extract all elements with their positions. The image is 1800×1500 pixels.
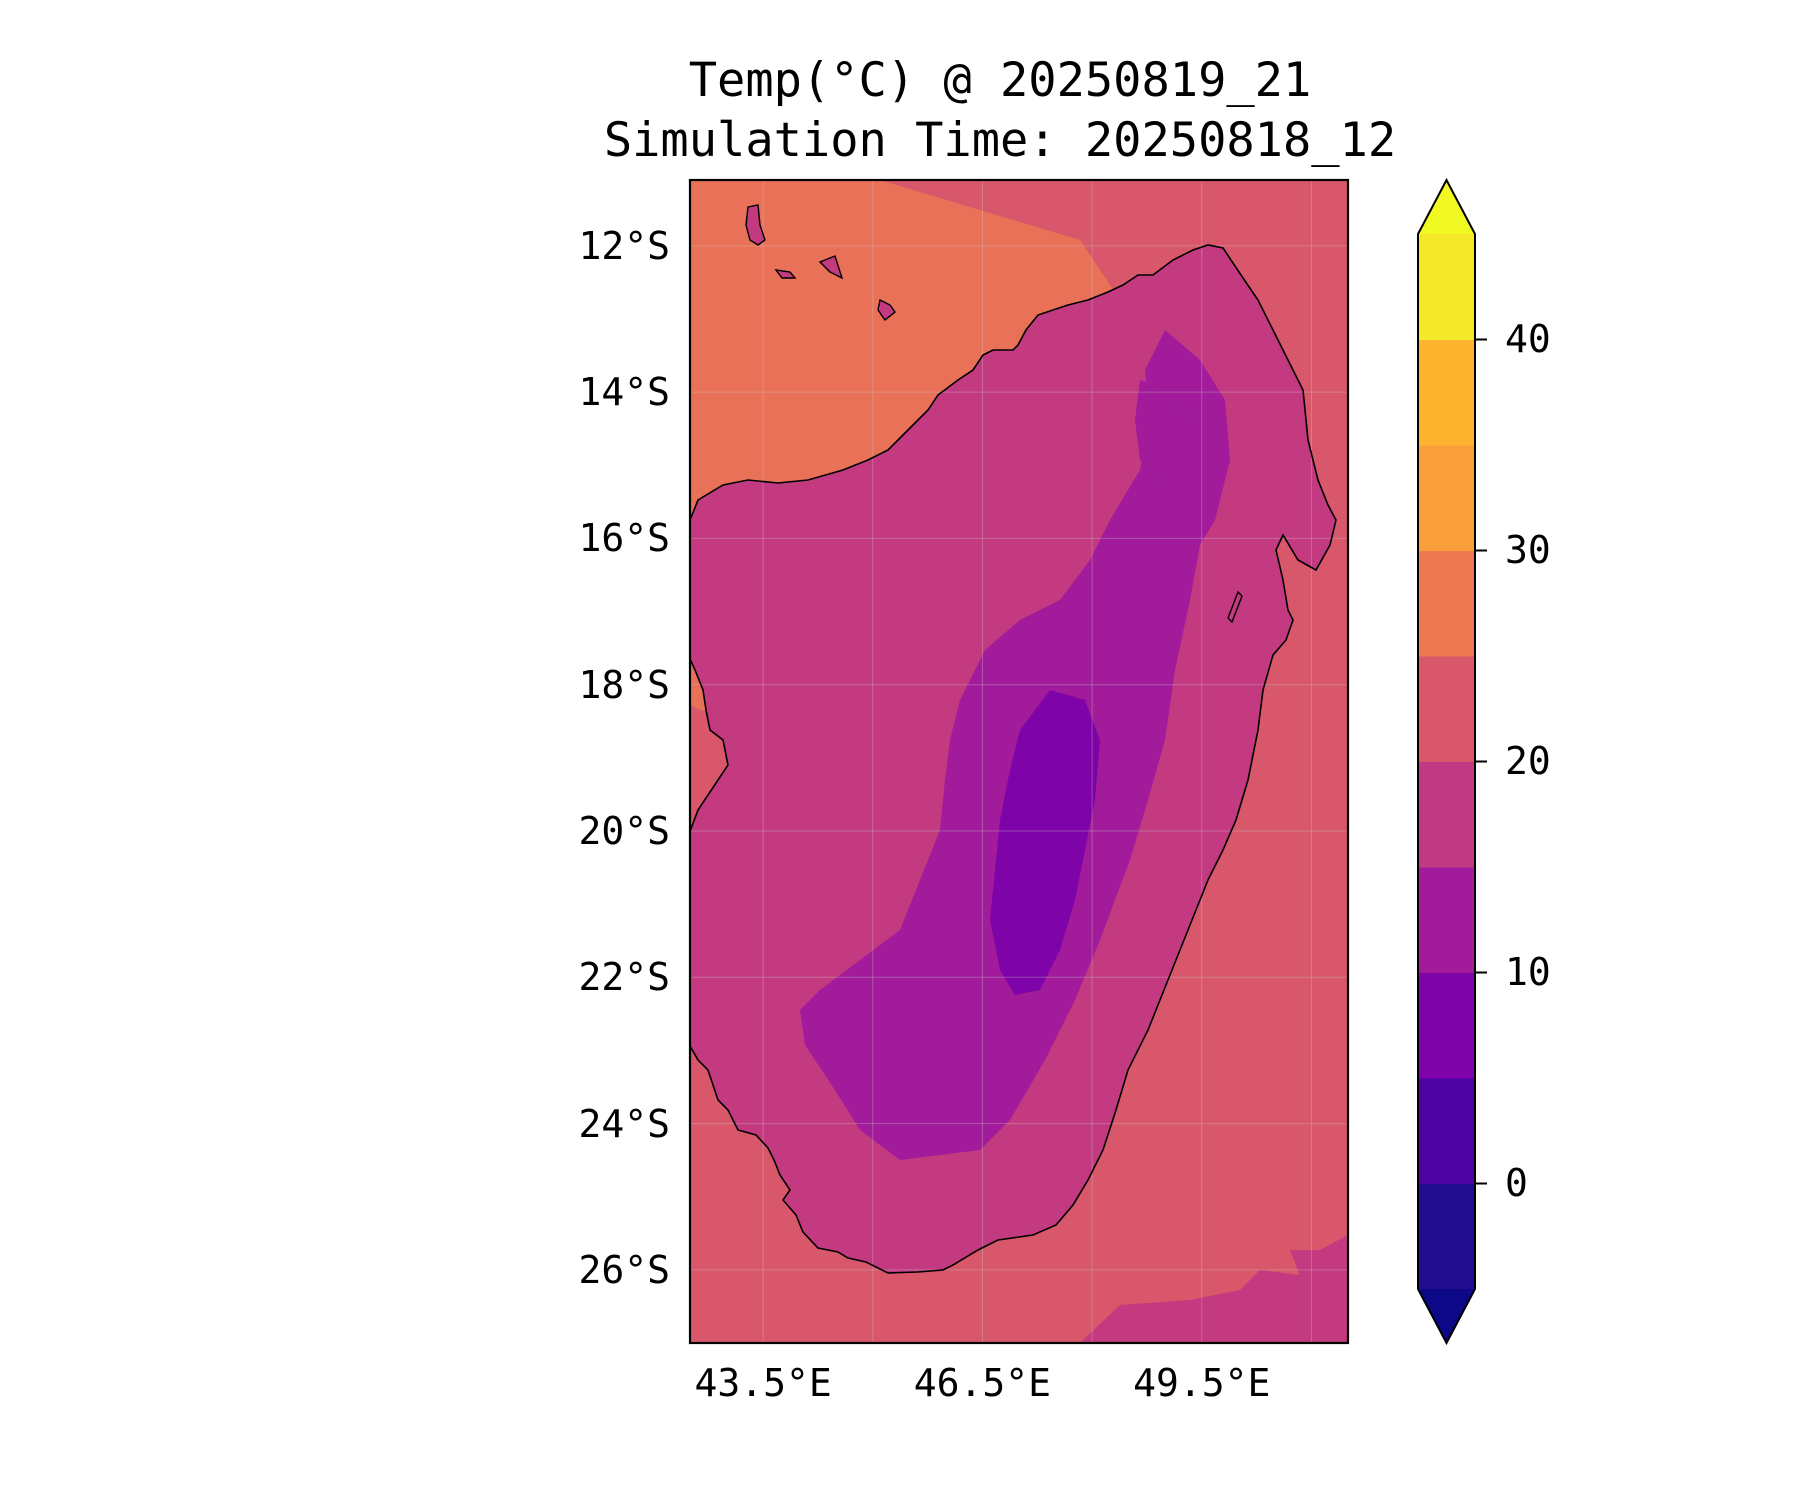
latitude-tick-label: 18°S: [578, 662, 670, 707]
latitude-tick-label: 16°S: [578, 516, 670, 561]
colorbar-segment: [1418, 339, 1475, 446]
colorbar-segment: [1418, 445, 1475, 551]
colorbar-segment: [1418, 1078, 1475, 1184]
colorbar-segment: [1418, 867, 1475, 973]
longitude-tick-label: 49.5°E: [1133, 1361, 1271, 1405]
colorbar-segment: [1418, 656, 1475, 762]
map-subtitle: Simulation Time: 20250818_12: [603, 113, 1397, 168]
colorbar-tick-label: 0: [1505, 1160, 1528, 1205]
latitude-tick-label: 24°S: [578, 1101, 670, 1146]
central-plateau-region: [990, 690, 1100, 995]
latitude-tick-label: 20°S: [578, 808, 670, 853]
longitude-tick-label: 46.5°E: [913, 1361, 1052, 1405]
coastline: [690, 244, 1337, 1274]
colorbar-segment: [1418, 972, 1475, 1079]
island-sainte-marie: [1227, 590, 1243, 624]
island-mayotte: [745, 204, 766, 246]
colorbar-segment: [1418, 1183, 1475, 1290]
colorbar-outline: [1417, 177, 1476, 1346]
colorbar-tick-label: 10: [1505, 949, 1551, 994]
colorbar-tick-label: 20: [1505, 738, 1551, 783]
latitude-tick-label: 14°S: [578, 370, 670, 415]
island-moheli: [774, 269, 797, 279]
highland-region: [800, 330, 1230, 1160]
longitude-tick-label: 43.5°E: [694, 1361, 832, 1405]
colorbar-over-arrow: [1418, 180, 1475, 234]
colorbar-tick-label: 30: [1505, 527, 1551, 572]
colorbar-tick-label: 40: [1505, 316, 1551, 361]
colorbar-under-arrow: [1418, 1289, 1475, 1343]
island-nosy-be: [877, 298, 896, 322]
colorbar-segment: [1418, 234, 1475, 340]
colorbar-segment: [1418, 761, 1475, 868]
cool-ocean-region: [1080, 1235, 1348, 1343]
latitude-tick-label: 26°S: [578, 1247, 670, 1292]
latitude-tick-label: 22°S: [578, 955, 670, 1000]
map-canvas: [690, 180, 1348, 1343]
map-title: Temp(°C) @ 20250819_21: [688, 53, 1312, 108]
map-frame: [688, 178, 1350, 1345]
latitude-tick-label: 12°S: [578, 223, 670, 268]
island-anjouan: [818, 255, 844, 280]
colorbar: [1417, 177, 1487, 1346]
colorbar-segment: [1418, 550, 1475, 657]
northern-highland-patch: [1135, 380, 1200, 490]
map-gridlines: [690, 180, 1348, 1343]
